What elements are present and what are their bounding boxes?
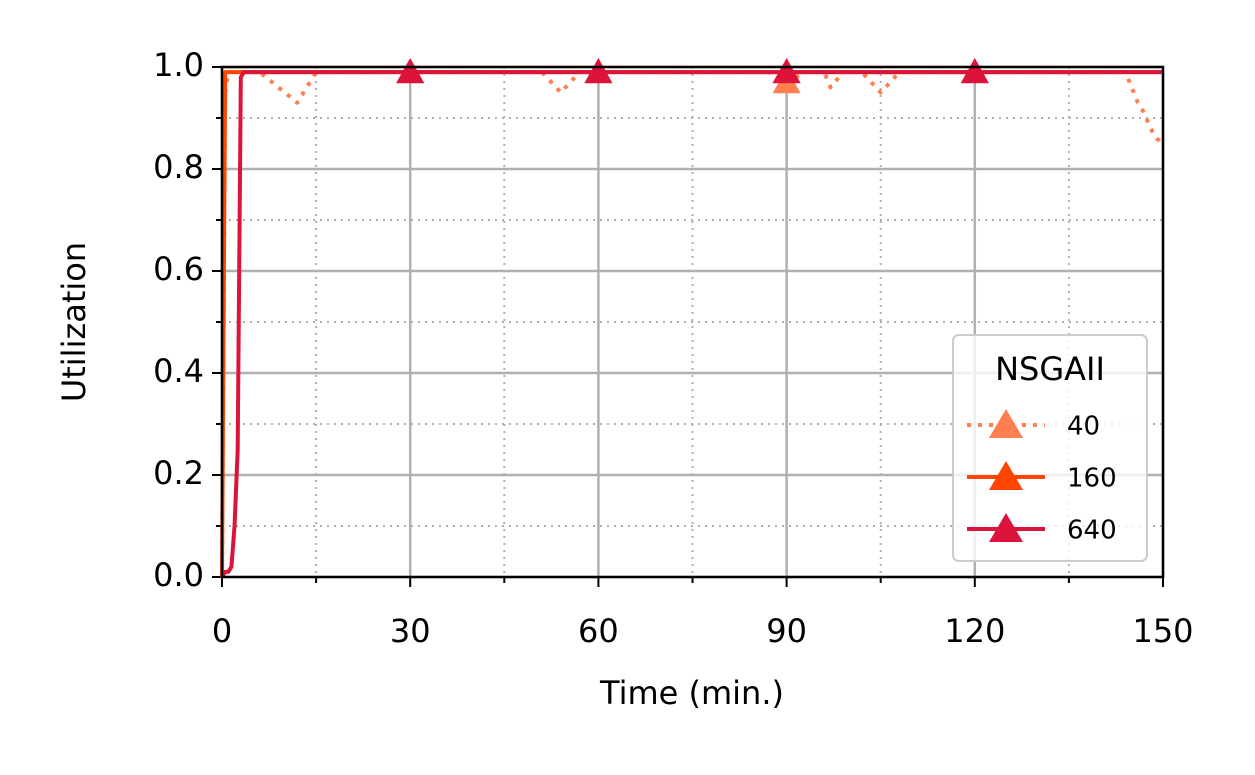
x-tick-label: 150	[1132, 612, 1193, 650]
x-tick-label: 90	[766, 612, 807, 650]
legend-label: 40	[1067, 412, 1100, 442]
y-tick-label: 0.6	[153, 250, 204, 288]
series-line	[220, 70, 1165, 578]
x-axis-label: Time (min.)	[599, 674, 784, 712]
marker	[584, 58, 613, 84]
legend-label: 640	[1067, 516, 1117, 546]
plot-frame	[220, 65, 1165, 579]
legend-marker	[989, 513, 1023, 542]
x-tick-label: 0	[212, 612, 232, 650]
x-tick-label: 120	[944, 612, 1005, 650]
y-tick-label: 0.4	[153, 352, 204, 390]
y-tick-label: 1.0	[153, 46, 204, 84]
legend-marker	[989, 461, 1023, 490]
marker	[960, 58, 989, 84]
legend-marker	[989, 409, 1023, 438]
y-tick-label: 0.8	[153, 148, 204, 186]
marker	[772, 58, 801, 84]
y-axis-label: Utilization	[55, 242, 93, 402]
legend-box	[952, 334, 1148, 562]
legend-label: 160	[1067, 464, 1117, 494]
series-line	[220, 70, 1163, 579]
legend-title: NSGAII	[995, 350, 1105, 388]
marker	[396, 58, 425, 84]
y-tick-label: 0.0	[153, 556, 204, 594]
y-tick-label: 0.2	[153, 454, 204, 492]
x-tick-label: 60	[578, 612, 619, 650]
x-tick-label: 30	[390, 612, 431, 650]
